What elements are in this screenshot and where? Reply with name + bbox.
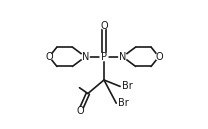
Text: O: O [45,52,53,62]
Circle shape [156,54,162,60]
Circle shape [46,54,52,60]
Text: Br: Br [122,81,132,91]
Circle shape [81,53,89,61]
Circle shape [77,108,83,114]
Circle shape [119,53,127,61]
Text: Br: Br [118,98,129,108]
Text: N: N [119,52,126,62]
Text: O: O [100,21,108,31]
Text: O: O [155,52,163,62]
Text: P: P [101,52,107,62]
Text: O: O [76,106,84,116]
Circle shape [101,23,107,29]
Circle shape [100,53,108,61]
Text: N: N [82,52,89,62]
